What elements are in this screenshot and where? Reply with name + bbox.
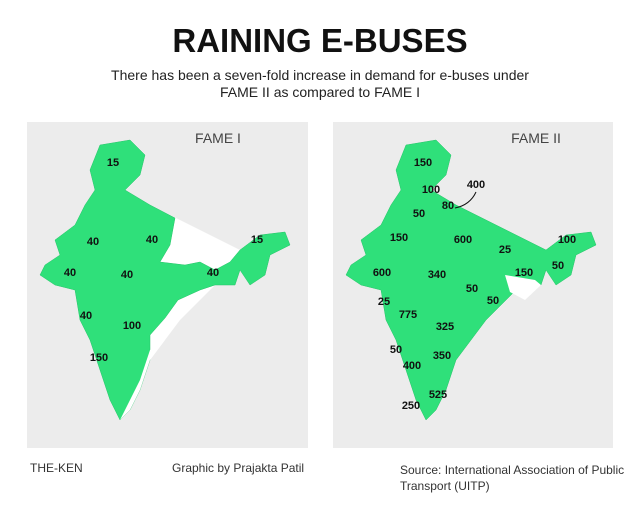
- map-label: FAME II: [511, 130, 561, 146]
- value-label: 600: [373, 267, 391, 279]
- value-label: 50: [413, 208, 425, 220]
- value-label: 50: [390, 344, 402, 356]
- value-label: 15: [107, 157, 119, 169]
- value-label: 15: [251, 234, 263, 246]
- value-label: 40: [146, 234, 158, 246]
- map: [39, 139, 291, 421]
- value-label: 250: [402, 400, 420, 412]
- title: RAINING E-BUSES: [172, 22, 467, 59]
- source-box: Source: International Association of Pub…: [400, 463, 625, 493]
- map: [345, 139, 597, 421]
- source: Source: International Association of Pub…: [400, 463, 625, 493]
- value-label: 50: [466, 283, 478, 295]
- brand: THE-KEN: [30, 461, 83, 475]
- subtitle: There has been a seven-fold increase in …: [111, 67, 529, 100]
- value-label: 775: [399, 309, 417, 321]
- value-label: 150: [90, 352, 108, 364]
- value-label: 40: [207, 267, 219, 279]
- value-label: 150: [515, 267, 533, 279]
- value-label: 40: [64, 267, 76, 279]
- value-label: 100: [558, 234, 576, 246]
- value-label: 525: [429, 389, 447, 401]
- value-label: 150: [390, 232, 408, 244]
- subtitle-box: There has been a seven-fold increase in …: [111, 67, 529, 100]
- value-label: 40: [121, 269, 133, 281]
- value-label: 25: [499, 244, 511, 256]
- value-label: 350: [433, 350, 451, 362]
- value-label: 25: [378, 296, 390, 308]
- value-label: 40: [87, 236, 99, 248]
- value-label: 100: [123, 320, 141, 332]
- value-label: 80: [442, 200, 454, 212]
- value-label: 40: [80, 310, 92, 322]
- value-label: 340: [428, 269, 446, 281]
- value-label: 50: [552, 260, 564, 272]
- leader-line: [454, 191, 477, 209]
- value-label: 100: [422, 184, 440, 196]
- map-label: FAME I: [195, 130, 241, 146]
- value-label: 50: [487, 295, 499, 307]
- value-label: 325: [436, 321, 454, 333]
- region-blank: [120, 340, 165, 420]
- value-label: 400: [403, 360, 421, 372]
- value-label: 600: [454, 234, 472, 246]
- region-blank: [505, 275, 541, 300]
- region-fill: [39, 139, 291, 421]
- credit: Graphic by Prajakta Patil: [172, 461, 304, 475]
- value-label: 150: [414, 157, 432, 169]
- value-label: 400: [467, 179, 485, 191]
- region-fill: [345, 139, 597, 421]
